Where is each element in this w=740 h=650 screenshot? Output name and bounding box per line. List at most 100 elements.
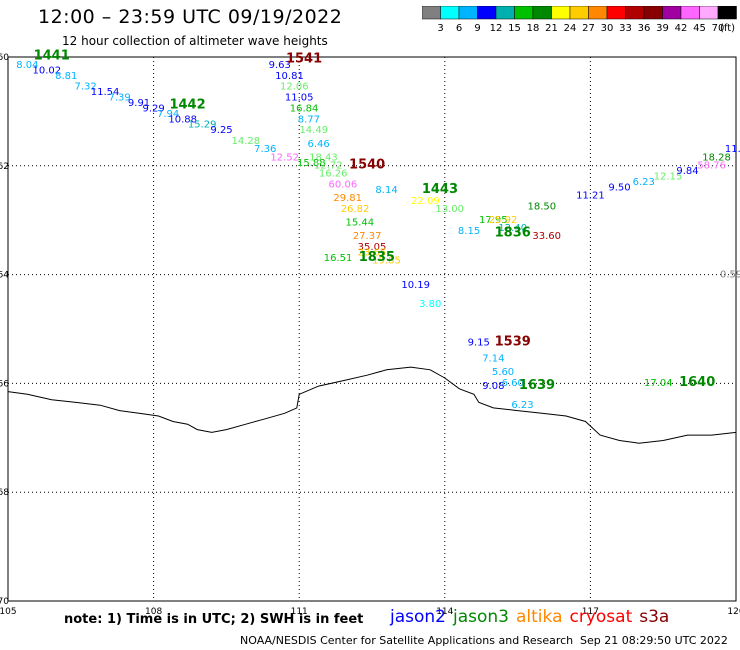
wave-height-point: 12.15	[654, 171, 683, 182]
colorbar-tick-label: 30	[601, 23, 614, 34]
x-tick-label: 117	[582, 607, 599, 617]
colorbar-tick-label: 3	[437, 23, 443, 34]
colorbar-tick-label: 45	[693, 23, 706, 34]
pass-time-label: 1836	[495, 226, 531, 241]
wave-height-point: 19.85	[372, 256, 401, 267]
wave-height-point: 11.9	[725, 144, 740, 155]
chart-subtitle: 12 hour collection of altimeter wave hei…	[62, 34, 328, 48]
y-tick-label: -68	[0, 488, 9, 498]
wave-height-point: 35.05	[358, 242, 387, 253]
wave-height-point: 7.39	[108, 93, 130, 104]
wave-height-point: 8.77	[298, 114, 320, 125]
wave-height-point: 8.15	[458, 226, 480, 237]
wave-height-point: 12.52	[270, 152, 299, 163]
wave-height-point: 12.72	[314, 161, 343, 172]
colorbar-tick-label: 9	[474, 23, 480, 34]
wave-height-point: 10.02	[33, 65, 62, 76]
colorbar-tick-label: 6	[456, 23, 462, 34]
wave-height-point: 6.23	[511, 400, 533, 411]
wave-height-point: 7.94	[157, 109, 179, 120]
wave-height-point: 0.59	[720, 269, 740, 280]
pass-time-label: 1443	[422, 182, 458, 197]
coastline	[7, 366, 737, 444]
pass-time-label: 1442	[169, 98, 205, 113]
wave-height-point: 16.84	[290, 103, 319, 114]
pass-time-label: 1541	[286, 51, 322, 66]
colorbar-tick-label: 24	[564, 23, 577, 34]
colorbar-tick-label: 18	[527, 23, 540, 34]
wave-height-point: 12.06	[280, 82, 309, 93]
wave-height-point: 7.14	[482, 354, 504, 365]
pass-time-label: 1540	[349, 158, 385, 173]
colorbar-tick-label: 33	[619, 23, 632, 34]
wave-height-point: 8.04	[16, 60, 38, 71]
wave-height-point: 29.81	[333, 193, 362, 204]
y-tick-label: -60	[0, 53, 9, 63]
colorbar-tick-label: 36	[638, 23, 651, 34]
x-tick-label: 111	[291, 607, 308, 617]
wave-height-point: 11.54	[91, 87, 120, 98]
wave-height-point: 14.28	[231, 136, 260, 147]
wave-height-point: 6.60	[502, 378, 524, 389]
wave-height-point: 12.40	[498, 223, 527, 234]
wave-height-point: 11.05	[285, 93, 314, 104]
wave-height-point: 8.81	[55, 71, 77, 82]
wave-height-point: 33.60	[532, 231, 561, 242]
colorbar-tick-label: (ft)	[720, 23, 735, 34]
wave-height-point: 9.91	[128, 98, 150, 109]
wave-height-point: 15.88	[297, 158, 326, 169]
pass-time-label: 1441	[34, 49, 70, 64]
wave-height-point: 9.50	[608, 182, 630, 193]
wave-height-point: 8.14	[375, 185, 397, 196]
color-scale-bar: 3 6 9 12 15 18 21 24 27 30 33 36 39 42 45 70(ft)	[422, 6, 737, 34]
wave-height-point: 22.09	[411, 196, 440, 207]
wave-height-point: 23.65	[358, 248, 387, 259]
wave-height-point: 3.80	[419, 299, 441, 310]
footnote: note: 1) Time is in UTC; 2) SWH is in fe…	[64, 612, 364, 627]
x-tick-label: 114	[436, 607, 453, 617]
x-tick-label: 120	[727, 607, 740, 617]
wave-height-point: 9.15	[468, 337, 490, 348]
wave-height-point: 16.51	[324, 253, 353, 264]
wave-height-point: 9.63	[269, 60, 291, 71]
wave-height-point: 17.04	[644, 378, 673, 389]
legend-jason3: jason3	[453, 607, 509, 627]
pass-time-label: 1640	[679, 375, 715, 390]
wave-height-point: 6.46	[307, 139, 329, 150]
pass-time-label: 1539	[495, 334, 531, 349]
wave-height-point: 9.08	[482, 381, 504, 392]
wave-height-point: 60.06	[329, 180, 358, 191]
legend-s3a: s3a	[639, 607, 670, 627]
wave-height-point: 10.19	[401, 280, 430, 291]
wave-height-point: 16.26	[319, 169, 348, 180]
wave-height-point: 58.76	[697, 161, 726, 172]
wave-height-point: 13.00	[435, 204, 464, 215]
wave-height-point: 9.84	[676, 166, 698, 177]
wave-height-point: 10.88	[168, 114, 197, 125]
colorbar-tick-label: 15	[508, 23, 521, 34]
satellite-legend: jason2 jason3 altika cryosat s3a	[390, 607, 676, 627]
wave-height-point: 15.44	[346, 218, 375, 229]
wave-height-point: 17.95	[479, 215, 508, 226]
pass-time-label: 1835	[359, 250, 395, 265]
legend-cryosat: cryosat	[569, 607, 633, 627]
colorbar-tick-label: 39	[656, 23, 669, 34]
generation-timestamp: Sep 21 08:29:50 UTC 2022	[580, 634, 728, 647]
chart-title: 12:00 – 23:59 UTC 09/19/2022	[38, 6, 343, 28]
credit-line: NOAA/NESDIS Center for Satellite Applica…	[240, 634, 574, 647]
wave-height-point: 6.23	[633, 177, 655, 188]
wave-height-point: 18.28	[702, 152, 731, 163]
colorbar-tick-label: 70	[712, 23, 725, 34]
wave-height-point: 11.21	[576, 190, 605, 201]
wave-height-point: 7.32	[75, 82, 97, 93]
colorbar-tick-label: 42	[675, 23, 688, 34]
x-tick-label: 108	[145, 607, 162, 617]
pass-time-label: 1639	[519, 378, 555, 393]
colorbar-swatch	[717, 6, 737, 20]
y-tick-label: -70	[0, 597, 9, 607]
wave-height-point: 7.36	[254, 144, 276, 155]
legend-jason2: jason2	[390, 607, 446, 627]
colorbar-tick-label: 27	[582, 23, 595, 34]
wave-height-point: 9.29	[142, 103, 164, 114]
